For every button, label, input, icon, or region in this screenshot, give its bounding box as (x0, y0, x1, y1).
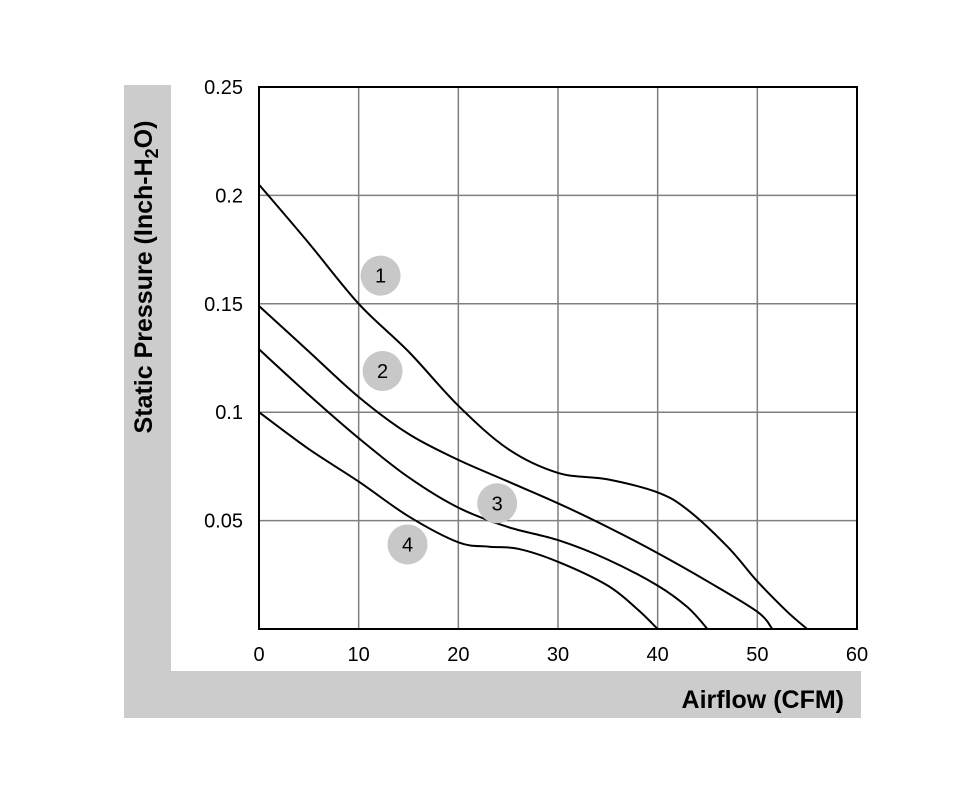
plot-border (258, 86, 858, 630)
series-marker-circle (477, 483, 518, 524)
series-marker-label: 2 (377, 361, 388, 383)
series-1-line (258, 183, 808, 630)
x-tick-label: 40 (647, 644, 669, 666)
series-marker-circle (387, 524, 428, 565)
x-tick-labels: 0 10 20 30 40 50 60 (253, 644, 868, 666)
series-marker-label: 3 (492, 493, 503, 515)
y-tick-label: 0.05 (204, 511, 243, 533)
x-tick-label: 0 (253, 644, 264, 666)
series-marker-label: 4 (402, 534, 413, 556)
grid (259, 87, 857, 629)
series-marker-circle (362, 351, 403, 392)
y-axis-title: Static Pressure (Inch-H2O) (130, 121, 162, 434)
y-tick-label: 0.25 (204, 77, 243, 99)
axis-frame-left (124, 85, 171, 718)
y-axis-title-suffix: O) (130, 121, 158, 149)
series-2-marker: 2 (362, 351, 403, 392)
y-tick-labels: 0.05 0.1 0.15 0.2 0.25 (204, 77, 243, 533)
y-tick-label: 0.15 (204, 294, 243, 316)
series-3-marker: 3 (477, 483, 518, 524)
curve-markers: 1 2 3 4 (360, 255, 518, 565)
y-tick-label: 0.2 (215, 185, 243, 207)
y-axis-title-prefix: Static Pressure (Inch-H (130, 158, 158, 433)
series-marker-label: 1 (375, 266, 386, 288)
curves (258, 183, 808, 630)
series-1-marker: 1 (360, 255, 401, 296)
series-marker-circle (360, 255, 401, 296)
x-tick-label: 10 (348, 644, 370, 666)
series-3-line (258, 348, 709, 630)
series-4-marker: 4 (387, 524, 428, 565)
axis-frame-bottom (124, 671, 861, 718)
x-axis-title: Airflow (CFM) (682, 686, 844, 714)
series-2-line (258, 305, 774, 630)
x-tick-label: 50 (746, 644, 768, 666)
x-tick-label: 60 (846, 644, 868, 666)
y-tick-label: 0.1 (215, 402, 243, 424)
series-4-line (258, 411, 659, 630)
x-tick-label: 20 (447, 644, 469, 666)
y-axis-title-subscript: 2 (142, 148, 162, 158)
x-tick-label: 30 (547, 644, 569, 666)
